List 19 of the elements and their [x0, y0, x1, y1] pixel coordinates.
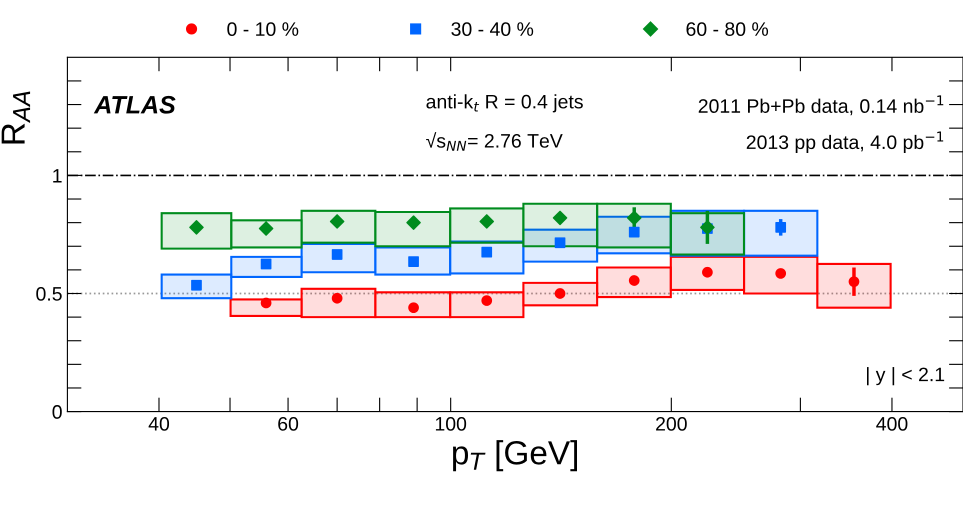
x-tick-label: 60 — [278, 416, 298, 431]
legend-label: 0 - 10 % — [227, 22, 298, 36]
x-tick-label: 400 — [876, 416, 908, 431]
y-tick-label: 0.5 — [36, 286, 62, 301]
x-tick-label: 200 — [656, 416, 687, 431]
annotation: anti-k$_{t}$ R = 0.4 jets — [426, 94, 583, 112]
annotation: 2011 Pb+Pb data, 0.14 nb$^{−1}$ — [698, 95, 944, 116]
x-axis-title: p$_{T}$ [GeV] — [453, 440, 577, 472]
annotation: √s$_{NN}$= 2.76 TeV — [426, 132, 563, 151]
y-tick-label: 1 — [53, 169, 62, 182]
legend-label: 60 - 80 % — [686, 22, 768, 36]
annotation: | y | < 2.1 — [867, 367, 944, 386]
y-tick-label: 0 — [52, 405, 62, 419]
x-tick-label: 40 — [148, 416, 170, 431]
annotation: ATLAS — [94, 96, 176, 114]
x-tick-label: 100 — [436, 416, 466, 431]
annotation: 2013 pp data, 4.0 pb$^{−1}$ — [746, 132, 944, 153]
legend-label: 30 - 40 % — [451, 22, 534, 36]
y-axis-title: R$_{AA}$ — [2, 91, 30, 144]
